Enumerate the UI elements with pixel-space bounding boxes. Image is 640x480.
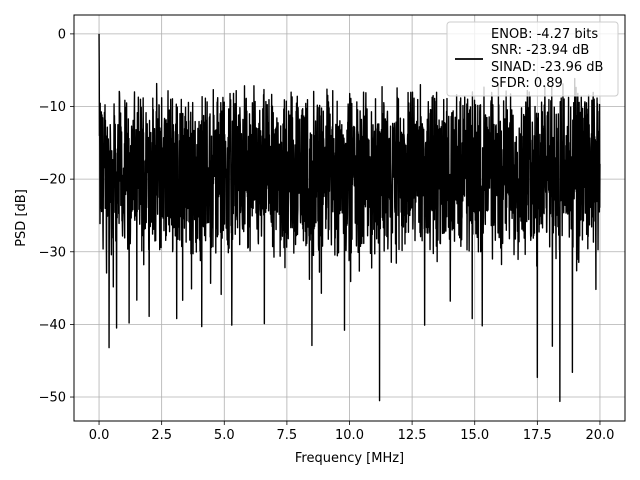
legend-line-2: SNR: -23.94 dB — [491, 43, 589, 58]
y-tick-label: −20 — [39, 173, 66, 188]
legend-line-1: ENOB: -4.27 bits — [491, 27, 598, 42]
x-tick-label: 0.0 — [89, 428, 110, 443]
x-tick-label: 17.5 — [523, 428, 552, 443]
x-tick-label: 2.5 — [151, 428, 172, 443]
y-tick-label: −30 — [39, 245, 66, 260]
y-axis-label: PSD [dB] — [14, 189, 29, 247]
legend-line-4: SFDR: 0.89 — [491, 76, 563, 91]
series-group — [98, 33, 601, 403]
y-tick-label: 0 — [58, 27, 66, 42]
legend-line-3: SINAD: -23.96 dB — [491, 60, 603, 75]
y-tick-label: −40 — [39, 318, 66, 333]
y-tick-label: −50 — [39, 391, 66, 406]
psd-series-line — [98, 33, 601, 403]
y-tick-label: −10 — [39, 100, 66, 115]
legend-box — [446, 21, 619, 97]
x-axis: 0.0 2.5 5.0 7.5 10.0 12.5 15.0 17.5 20.0 — [89, 421, 614, 443]
x-tick-label: 15.0 — [460, 428, 489, 443]
x-tick-label: 12.5 — [398, 428, 427, 443]
x-tick-label: 7.5 — [277, 428, 298, 443]
x-tick-label: 20.0 — [585, 428, 614, 443]
x-tick-label: 5.0 — [214, 428, 235, 443]
x-tick-label: 10.0 — [335, 428, 364, 443]
x-axis-label: Frequency [MHz] — [295, 451, 404, 466]
y-axis: 0 −10 −20 −30 −40 −50 — [39, 27, 74, 406]
legend: ENOB: -4.27 bits SNR: -23.94 dB SINAD: -… — [446, 21, 619, 97]
